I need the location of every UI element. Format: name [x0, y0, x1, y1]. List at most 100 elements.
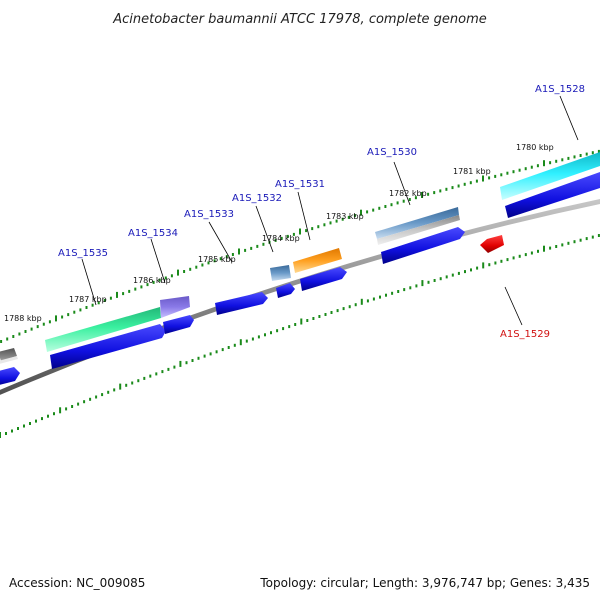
major-tick: [421, 192, 423, 198]
minor-tick: [24, 330, 27, 333]
reverse-feature-red: [480, 235, 504, 253]
minor-tick: [292, 232, 295, 236]
minor-tick: [91, 303, 94, 307]
minor-tick: [347, 215, 350, 219]
minor-tick: [427, 192, 430, 196]
minor-tick: [11, 429, 13, 433]
minor-tick: [476, 266, 479, 270]
minor-tick: [245, 339, 248, 343]
minor-tick: [221, 348, 224, 352]
minor-tick: [149, 374, 152, 378]
minor-tick: [197, 356, 200, 360]
minor-tick: [61, 315, 64, 319]
minor-tick: [311, 227, 314, 231]
gene-label-a1s-1530[interactable]: A1S_1530: [367, 147, 417, 158]
major-tick: [482, 175, 484, 182]
minor-tick: [591, 151, 594, 155]
minor-tick: [445, 275, 448, 279]
feature-steel-gray: [377, 215, 460, 245]
minor-tick: [6, 337, 9, 341]
minor-tick: [286, 234, 289, 238]
minor-tick: [201, 263, 204, 267]
minor-tick: [257, 335, 260, 339]
kbp-label: 1785 kbp: [198, 255, 236, 264]
feature-partial-gray: [0, 348, 17, 361]
gene-label-a1s-1534[interactable]: A1S_1534: [128, 228, 178, 239]
minor-tick: [155, 372, 158, 376]
feature-cyan: [500, 152, 600, 200]
kbp-label: 1786 kbp: [133, 276, 171, 285]
minor-tick: [167, 367, 170, 371]
kbp-label: 1781 kbp: [453, 167, 491, 176]
gene-label-a1s-1535[interactable]: A1S_1535: [58, 248, 108, 259]
minor-tick: [518, 168, 521, 172]
minor-tick: [415, 284, 418, 288]
minor-tick: [397, 290, 400, 293]
minor-tick: [189, 267, 192, 271]
minor-tick: [294, 323, 297, 326]
minor-tick: [530, 165, 533, 169]
minor-tick: [403, 288, 406, 292]
cds-arrow: [300, 267, 347, 291]
major-tick: [360, 298, 363, 305]
minor-tick: [143, 376, 146, 380]
minor-tick: [251, 337, 254, 341]
minor-tick: [48, 320, 51, 324]
gene-label-a1s-1529[interactable]: A1S_1529: [500, 329, 550, 340]
minor-tick: [336, 309, 339, 313]
minor-tick: [402, 199, 405, 203]
minor-tick: [579, 238, 582, 242]
inner-tick-track: [0, 234, 600, 438]
minor-tick: [500, 259, 503, 263]
minor-tick: [591, 235, 594, 239]
minor-tick: [264, 333, 266, 337]
minor-tick: [23, 424, 25, 428]
gene-label-a1s-1528[interactable]: A1S_1528: [535, 84, 585, 95]
major-tick: [0, 432, 1, 438]
major-tick: [116, 291, 118, 298]
kbp-label: 1780 kbp: [516, 143, 554, 152]
major-tick: [299, 228, 301, 235]
minor-tick: [396, 201, 399, 205]
minor-tick: [244, 248, 247, 252]
minor-tick: [341, 217, 344, 221]
gene-label-a1s-1531[interactable]: A1S_1531: [275, 179, 325, 190]
minor-tick: [518, 254, 521, 258]
minor-tick: [109, 296, 112, 300]
minor-tick: [5, 432, 7, 435]
minor-tick: [83, 400, 86, 404]
minor-tick: [536, 164, 539, 168]
minor-tick: [122, 292, 125, 296]
minor-tick: [256, 244, 259, 248]
minor-tick: [306, 319, 309, 322]
minor-tick: [324, 313, 327, 316]
minor-tick: [209, 352, 212, 356]
minor-tick: [250, 246, 253, 250]
minor-tick: [385, 293, 387, 297]
minor-tick: [107, 390, 110, 394]
major-tick: [360, 209, 362, 216]
minor-tick: [270, 331, 272, 335]
minor-tick: [524, 253, 527, 257]
gene-callouts: [81, 95, 579, 326]
major-tick: [177, 269, 179, 276]
accession-text: Accession: NC_009085: [9, 576, 145, 590]
minor-tick: [567, 156, 570, 160]
minor-tick: [451, 273, 454, 277]
minor-tick: [409, 286, 412, 290]
minor-tick: [549, 246, 552, 250]
cds-arrow: [505, 172, 600, 218]
minor-tick: [18, 332, 21, 336]
minor-tick: [164, 276, 167, 280]
feature-orange: [293, 248, 342, 273]
cds-arrow: [276, 283, 295, 298]
minor-tick: [85, 306, 88, 309]
gene-label-a1s-1533[interactable]: A1S_1533: [184, 209, 234, 220]
minor-tick: [585, 152, 588, 156]
minor-tick: [195, 265, 198, 269]
minor-tick: [137, 379, 140, 383]
minor-tick: [555, 159, 558, 163]
minor-tick: [512, 256, 515, 260]
gene-label-a1s-1532[interactable]: A1S_1532: [232, 193, 282, 204]
minor-tick: [233, 343, 236, 347]
